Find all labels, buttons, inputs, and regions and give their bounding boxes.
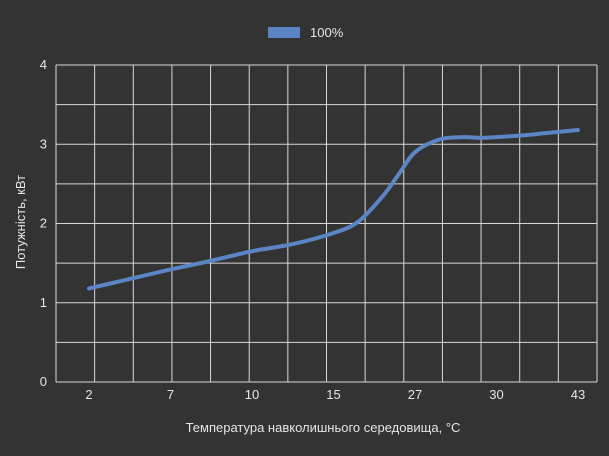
y-tick-label: 2: [40, 216, 47, 231]
y-tick-label: 3: [40, 136, 47, 151]
x-tick-label: 15: [326, 387, 340, 402]
y-tick-label: 0: [40, 374, 47, 389]
legend: 100%: [268, 25, 344, 40]
x-tick-label: 30: [489, 387, 503, 402]
x-tick-label: 2: [85, 387, 92, 402]
x-tick-label: 43: [571, 387, 585, 402]
grid: [55, 64, 598, 383]
x-axis-ticks: 2 7 10 15 27 30 43: [85, 387, 585, 402]
x-tick-label: 7: [167, 387, 174, 402]
x-axis-title: Температура навколишнього середовища, °C: [186, 420, 461, 435]
y-tick-label: 4: [40, 57, 47, 72]
legend-swatch: [268, 27, 300, 38]
y-axis-ticks: 0 1 2 3 4: [40, 57, 47, 389]
x-tick-label: 10: [245, 387, 259, 402]
y-tick-label: 1: [40, 295, 47, 310]
legend-label: 100%: [310, 25, 344, 40]
y-axis-title: Потужність, кВт: [13, 175, 28, 269]
series-line-100: [87, 127, 580, 291]
x-tick-label: 27: [408, 387, 422, 402]
series-layer: [87, 127, 580, 291]
